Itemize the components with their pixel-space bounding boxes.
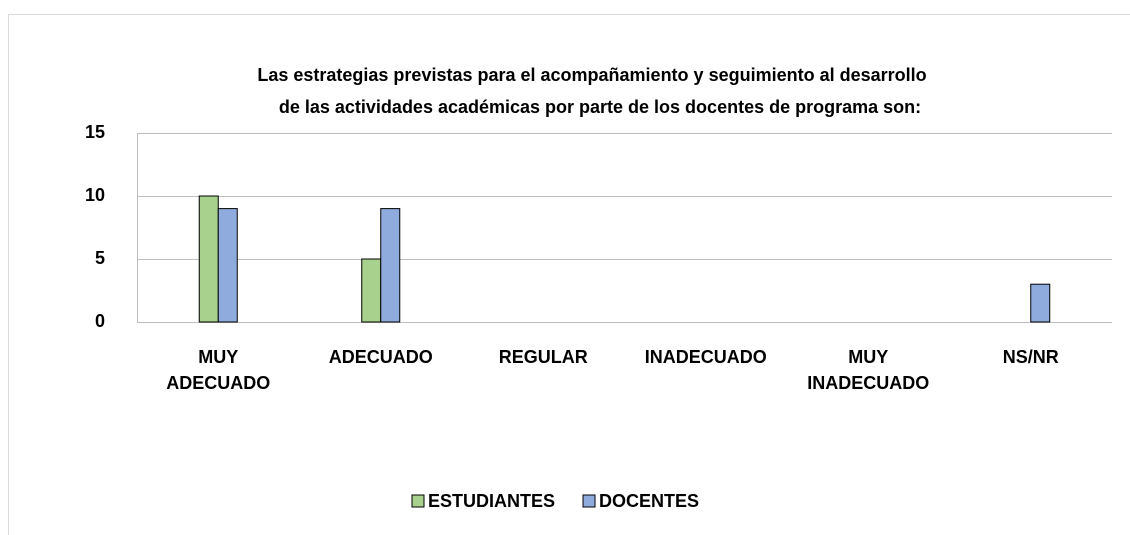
bar: [361, 258, 382, 323]
legend-swatch: [582, 494, 596, 508]
y-tick-label: 10: [85, 185, 105, 205]
x-tick-label: REGULAR: [498, 347, 588, 367]
bar: [380, 208, 401, 323]
bar: [1030, 283, 1051, 323]
chart-border: [8, 14, 1130, 535]
x-tick-label: MUY ADECUADO: [166, 347, 271, 393]
x-tick-label: ADECUADO: [328, 347, 433, 367]
chart-title: de las actividades académicas por parte …: [279, 97, 921, 117]
legend-swatch: [411, 494, 425, 508]
legend-label: ESTUDIANTES: [428, 491, 555, 511]
y-tick-label: 15: [85, 122, 105, 142]
y-tick-label: 0: [95, 311, 105, 331]
legend-label: DOCENTES: [599, 491, 699, 511]
chart-title: Las estrategias previstas para el acompa…: [257, 65, 926, 85]
y-tick-label: 5: [95, 248, 105, 268]
x-tick-label: INADECUADO: [644, 347, 767, 367]
bar: [198, 195, 219, 323]
bar: [217, 208, 238, 323]
x-tick-label: NS/NR: [1002, 347, 1059, 367]
x-tick-label: MUY INADECUADO: [807, 347, 930, 393]
